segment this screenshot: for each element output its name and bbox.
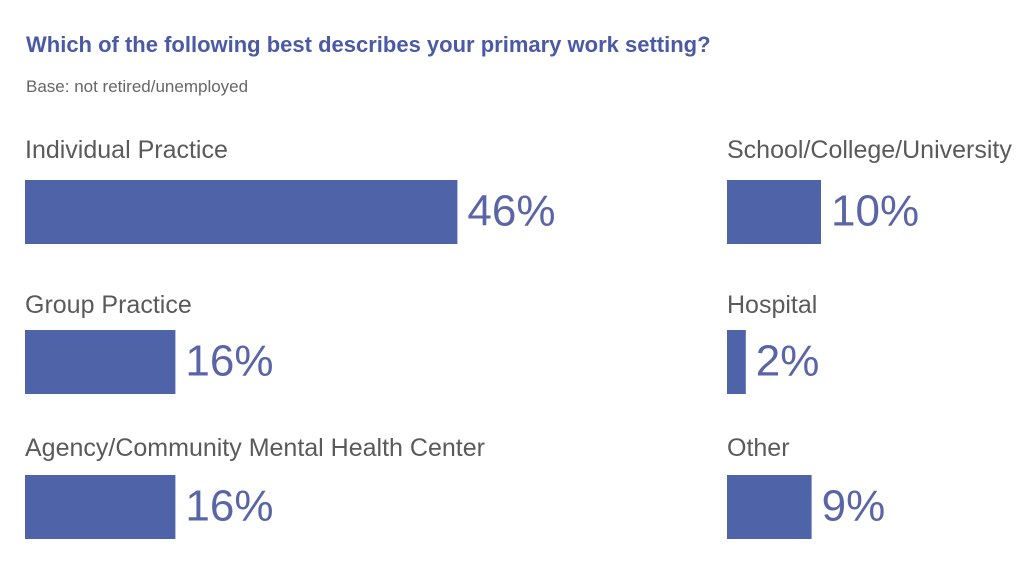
bar — [727, 330, 746, 394]
category-label: Group Practice — [25, 291, 192, 319]
category-label: Individual Practice — [25, 136, 228, 164]
category-label: Agency/Community Mental Health Center — [25, 434, 485, 462]
value-label: 9% — [822, 482, 886, 531]
category-label: School/College/University — [727, 136, 1012, 164]
category-label: Other — [727, 434, 790, 462]
bar — [25, 330, 176, 394]
bar — [25, 180, 458, 244]
value-label: 46% — [467, 187, 555, 236]
bar — [25, 475, 176, 539]
bar — [727, 180, 821, 244]
value-label: 10% — [831, 187, 919, 236]
category-label: Hospital — [727, 291, 817, 319]
chart-subtitle: Base: not retired/unemployed — [26, 77, 248, 96]
bar — [727, 475, 812, 539]
chart-title: Which of the following best describes yo… — [26, 32, 711, 57]
value-label: 16% — [185, 337, 273, 386]
value-label: 16% — [185, 482, 273, 531]
value-label: 2% — [756, 337, 820, 386]
